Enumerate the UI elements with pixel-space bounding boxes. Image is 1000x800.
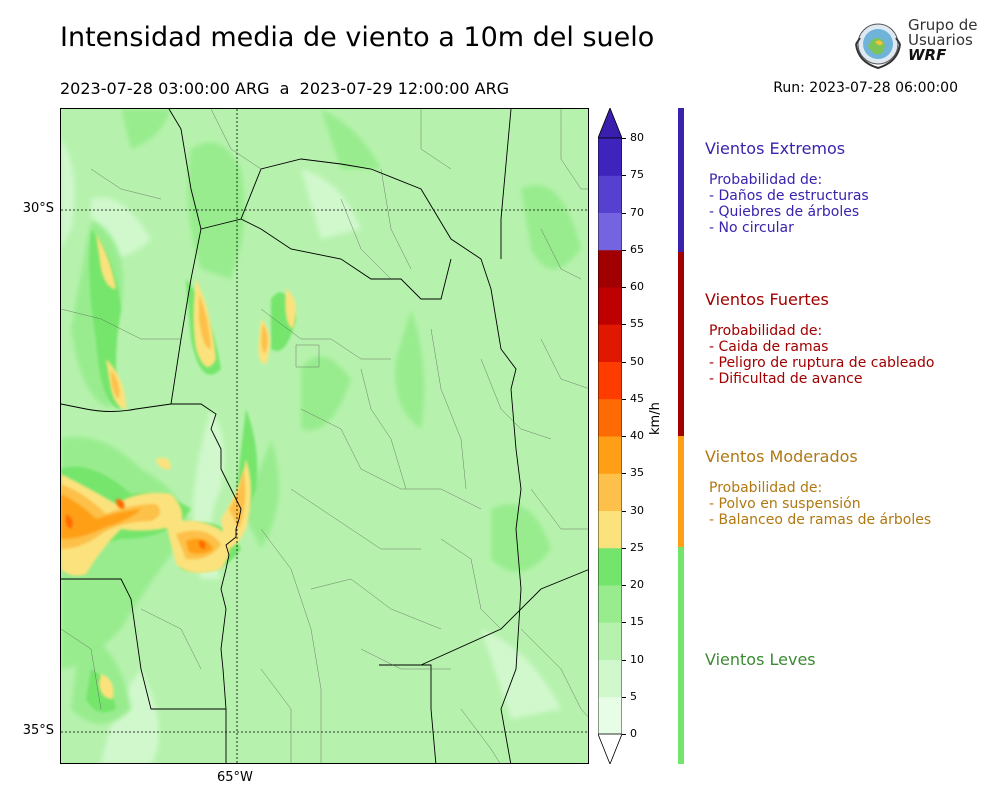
colorbar-tick-label: 75 <box>630 168 644 182</box>
category-description-line: Probabilidad de: <box>709 323 823 339</box>
category-description-line: - Balanceo de ramas de árboles <box>709 512 932 528</box>
colorbar-tick-label: 65 <box>630 242 644 256</box>
wind-map[interactable] <box>60 108 589 764</box>
colorbar-segment <box>598 175 622 213</box>
category-title: Vientos Moderados <box>705 447 858 466</box>
period-end: 2023-07-29 12:00:00 ARG <box>299 79 510 98</box>
category-description-line: Probabilidad de: <box>709 172 823 188</box>
category-description-line: Probabilidad de: <box>709 480 823 496</box>
forecast-period: 2023-07-28 03:00:00 ARG a 2023-07-29 12:… <box>60 79 509 98</box>
category-bar <box>678 252 684 436</box>
colorbar-segment <box>598 696 622 735</box>
category-description-line: - Peligro de ruptura de cableado <box>709 355 935 371</box>
dark-orange-wind-zones <box>61 494 213 554</box>
category-title: Vientos Extremos <box>705 139 846 158</box>
colorbar-extend-max <box>598 108 622 139</box>
category-description-line: - Polvo en suspensión <box>709 496 861 512</box>
colorbar-tick-mark <box>622 659 626 661</box>
category-description: Probabilidad de: - Daños de estructuras - … <box>709 172 869 236</box>
colorbar-tick-mark <box>622 324 626 326</box>
colorbar-tick-label: 45 <box>630 391 644 405</box>
colorbar-segment <box>598 436 622 474</box>
lon-label-65w: 65°W <box>217 770 253 785</box>
run-timestamp: Run: 2023-07-28 06:00:00 <box>773 80 958 96</box>
wrf-logo-icon <box>855 23 901 70</box>
colorbar-segment <box>598 585 622 623</box>
colorbar-segment <box>598 361 622 400</box>
colorbar-tick-mark <box>622 138 626 139</box>
colorbar-tick-mark <box>622 436 626 437</box>
colorbar-tick-label: 80 <box>630 131 644 144</box>
wind-colorbar <box>598 108 622 764</box>
colorbar-tick-mark <box>622 398 626 400</box>
colorbar-segment <box>598 212 622 251</box>
period-separator: a <box>279 79 290 98</box>
colorbar-tick-label: 70 <box>630 205 644 219</box>
graticule <box>61 109 588 763</box>
colorbar-frame <box>598 137 622 735</box>
logo-line-3: WRF <box>908 46 947 64</box>
lat-label-30s: 30°S <box>22 201 54 216</box>
colorbar-tick-label: 25 <box>630 540 644 554</box>
colorbar-tick-label: 35 <box>630 466 644 480</box>
colorbar-tick-mark <box>622 547 626 549</box>
colorbar-segment <box>598 510 622 549</box>
colorbar-segment <box>598 398 622 437</box>
colorbar-segment <box>598 547 622 586</box>
colorbar-segment <box>598 249 622 288</box>
wind-map-canvas <box>61 109 588 763</box>
logo-text: Grupo de Usuarios WRF <box>908 18 978 63</box>
colorbar-tick-mark <box>622 734 626 735</box>
colorbar-tick-label: 30 <box>630 503 644 517</box>
department-borders <box>61 109 588 763</box>
colorbar-segment <box>598 324 622 362</box>
category-description-line: - Daños de estructuras <box>709 188 869 204</box>
colorbar-tick-mark <box>622 249 626 251</box>
category-description: Probabilidad de: - Polvo en suspensión - B… <box>709 480 931 528</box>
map-title: Intensidad media de viento a 10m del sue… <box>60 22 655 53</box>
category-bar <box>678 436 684 547</box>
logo-line-1: Grupo de <box>908 16 978 34</box>
logo-line-2: Usuarios <box>908 31 973 49</box>
colorbar-tick-mark <box>622 696 626 698</box>
category-bar <box>678 547 684 764</box>
period-start: 2023-07-28 03:00:00 ARG <box>60 79 270 98</box>
category-title: Vientos Fuertes <box>705 290 829 309</box>
colorbar-segment <box>598 138 622 176</box>
category-bar <box>678 108 684 252</box>
colorbar-tick-mark <box>622 212 626 214</box>
colorbar-tick-mark <box>622 175 626 177</box>
colorbar-tick-label: 15 <box>630 615 644 629</box>
lat-label-35s: 35°S <box>22 723 54 738</box>
colorbar-tick-label: 60 <box>630 280 644 293</box>
category-description: Probabilidad de: - Caida de ramas - Peligr… <box>709 323 934 387</box>
category-description-line: - No circular <box>709 220 794 236</box>
colorbar-tick-label: 50 <box>630 354 644 368</box>
colorbar-segment <box>598 287 622 325</box>
colorbar-tick-label: 55 <box>630 317 644 331</box>
colorbar-tick-label: 40 <box>630 429 644 442</box>
category-description-line: - Dificultad de avance <box>709 371 863 387</box>
category-title: Vientos Leves <box>705 650 816 669</box>
colorbar-segment <box>598 659 622 698</box>
colorbar-tick-label: 20 <box>630 578 644 591</box>
colorbar-tick-label: 10 <box>630 652 644 666</box>
colorbar-extend-min <box>598 733 622 764</box>
colorbar-tick-mark <box>622 361 626 363</box>
colorbar-tick-mark <box>622 585 626 586</box>
colorbar-tick-mark <box>622 473 626 475</box>
category-description-line: - Quiebres de árboles <box>709 204 860 220</box>
colorbar-unit: km/h <box>648 402 663 435</box>
colorbar-tick-mark <box>622 510 626 512</box>
colorbar-tick-mark <box>622 622 626 624</box>
category-description-line: - Caida de ramas <box>709 339 829 355</box>
colorbar-tick-label: 5 <box>630 689 637 703</box>
colorbar-tick-mark <box>622 287 626 288</box>
colorbar-tick-label: 0 <box>630 727 637 740</box>
colorbar-segment <box>598 622 622 660</box>
colorbar-segment <box>598 473 622 511</box>
